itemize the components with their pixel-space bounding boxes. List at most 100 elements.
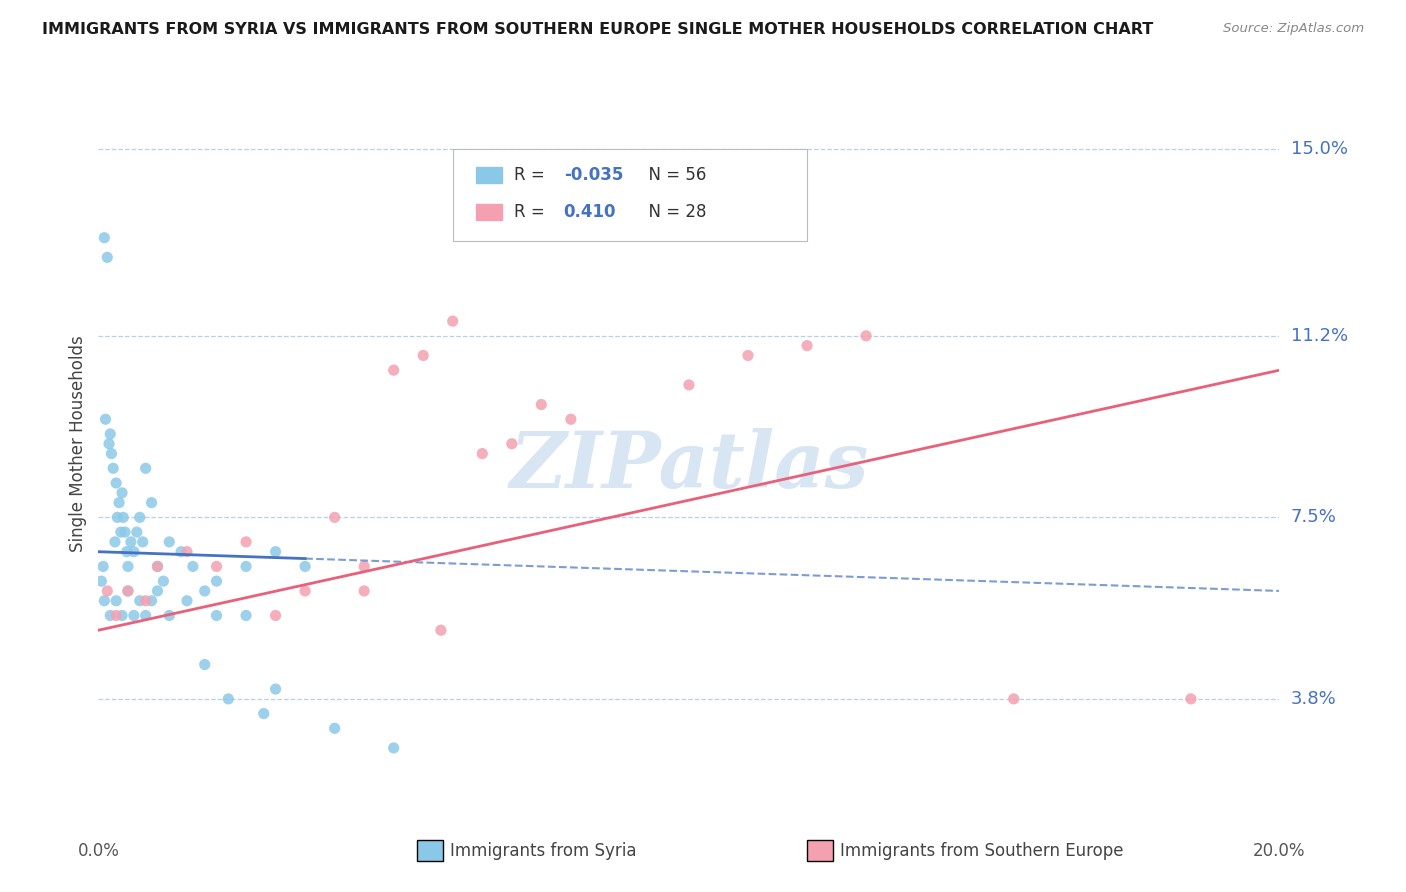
Point (117, 559, 139, 574)
Point (441, 314, 464, 328)
Point (111, 485, 134, 500)
Point (205, 608, 228, 623)
Point (122, 608, 145, 623)
Text: 15.0%: 15.0% (1291, 140, 1347, 159)
Point (1180, 692, 1202, 706)
FancyBboxPatch shape (453, 149, 807, 242)
Point (323, 510, 346, 524)
Text: 7.5%: 7.5% (1291, 508, 1337, 526)
Point (194, 584, 217, 599)
Point (194, 657, 217, 672)
Point (737, 348, 759, 362)
FancyBboxPatch shape (418, 840, 443, 861)
Point (91, 559, 114, 574)
Point (105, 608, 128, 623)
Point (205, 574, 228, 589)
Point (530, 398, 553, 412)
Point (471, 446, 494, 460)
Point (141, 594, 163, 608)
Point (103, 461, 125, 475)
Point (176, 594, 198, 608)
Point (110, 524, 132, 539)
Point (90, 574, 112, 589)
Point (264, 544, 287, 558)
Point (152, 574, 174, 589)
Text: 11.2%: 11.2% (1291, 326, 1348, 345)
Point (217, 692, 239, 706)
Point (235, 535, 257, 549)
Point (264, 608, 287, 623)
Text: -0.035: -0.035 (564, 166, 623, 184)
Point (353, 559, 375, 574)
Y-axis label: Single Mother Households: Single Mother Households (69, 335, 87, 552)
Text: Immigrants from Syria: Immigrants from Syria (450, 842, 637, 860)
Point (796, 338, 818, 352)
Point (93, 231, 115, 245)
Point (112, 510, 135, 524)
Point (93, 594, 115, 608)
Point (135, 594, 157, 608)
Point (619, 216, 641, 230)
Text: 20.0%: 20.0% (1253, 842, 1306, 860)
Text: Immigrants from Southern Europe: Immigrants from Southern Europe (841, 842, 1123, 860)
Point (98, 427, 121, 442)
Point (100, 446, 122, 460)
Text: IMMIGRANTS FROM SYRIA VS IMMIGRANTS FROM SOUTHERN EUROPE SINGLE MOTHER HOUSEHOLD: IMMIGRANTS FROM SYRIA VS IMMIGRANTS FROM… (42, 22, 1153, 37)
Point (157, 535, 180, 549)
Text: N = 56: N = 56 (638, 166, 707, 184)
Point (94, 412, 117, 426)
Point (501, 437, 523, 451)
Point (146, 584, 169, 599)
Point (560, 412, 582, 426)
Text: R =: R = (515, 166, 550, 184)
Point (135, 461, 157, 475)
Point (114, 524, 136, 539)
Text: N = 28: N = 28 (638, 203, 707, 221)
Point (115, 544, 138, 558)
Point (108, 496, 131, 510)
Point (1002, 692, 1025, 706)
Point (323, 721, 346, 735)
Point (264, 682, 287, 697)
Point (111, 608, 134, 623)
Point (132, 535, 155, 549)
Point (678, 378, 700, 392)
Point (430, 623, 453, 637)
Point (855, 329, 877, 343)
Text: R =: R = (515, 203, 550, 221)
Point (235, 559, 257, 574)
Text: 3.8%: 3.8% (1291, 690, 1336, 708)
Point (170, 544, 193, 558)
Point (117, 584, 139, 599)
Point (205, 559, 228, 574)
Point (141, 496, 163, 510)
Point (96, 250, 118, 264)
Point (122, 544, 145, 558)
Point (235, 608, 257, 623)
Point (382, 363, 405, 377)
Point (104, 535, 127, 549)
Text: 0.410: 0.410 (564, 203, 616, 221)
Text: ZIPatlas: ZIPatlas (509, 427, 869, 504)
Point (294, 584, 316, 599)
Point (412, 348, 434, 362)
Point (105, 594, 128, 608)
Point (294, 559, 316, 574)
Point (176, 544, 198, 558)
FancyBboxPatch shape (477, 167, 502, 183)
Point (253, 706, 276, 721)
Point (117, 584, 139, 599)
Text: 0.0%: 0.0% (77, 842, 120, 860)
Point (105, 476, 128, 491)
Point (128, 594, 150, 608)
Point (105, 510, 128, 524)
Point (146, 559, 169, 574)
FancyBboxPatch shape (807, 840, 832, 861)
Point (98, 437, 121, 451)
Point (128, 510, 150, 524)
Point (98, 608, 121, 623)
Point (181, 559, 204, 574)
Text: Source: ZipAtlas.com: Source: ZipAtlas.com (1223, 22, 1364, 36)
Point (382, 740, 405, 755)
Point (157, 608, 180, 623)
